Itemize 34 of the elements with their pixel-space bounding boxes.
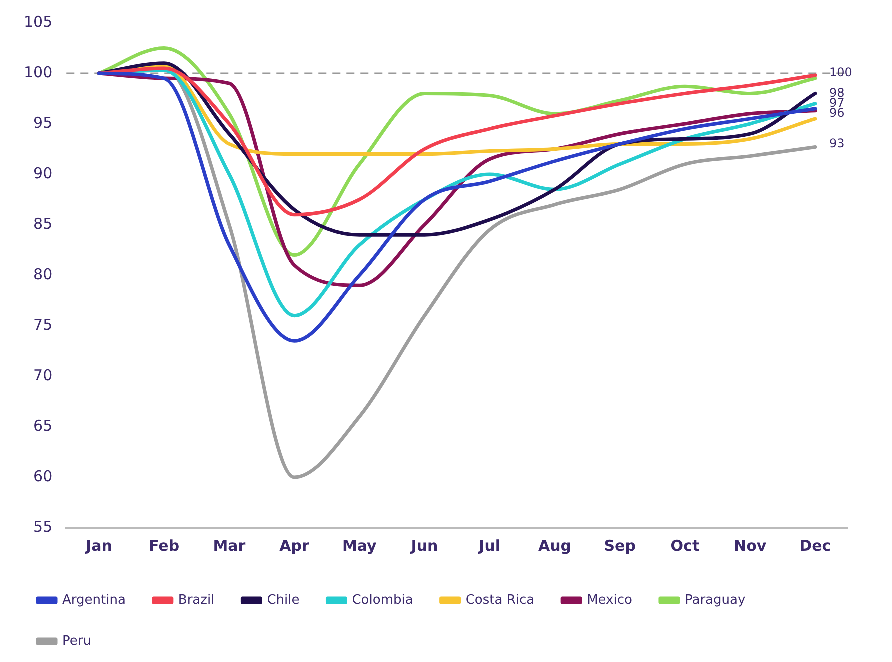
y-tick-label: 85 xyxy=(34,214,53,233)
x-tick-label: Jan xyxy=(84,536,112,555)
legend-label: Costa Rica xyxy=(466,592,535,608)
y-tick-label: 80 xyxy=(34,265,53,284)
x-tick-label: Oct xyxy=(670,536,700,555)
y-tick-label: 60 xyxy=(34,467,53,486)
y-tick-label: 55 xyxy=(34,518,53,536)
x-tick-label: Mar xyxy=(213,536,246,555)
legend-label: Colombia xyxy=(352,592,414,608)
x-tick-label: Jul xyxy=(478,536,501,555)
x-tick-label: Jun xyxy=(410,536,438,555)
annotation: 100 xyxy=(829,66,852,80)
x-tick-label: Feb xyxy=(149,536,180,555)
x-tick-label: Apr xyxy=(280,536,310,555)
legend-label: Mexico xyxy=(587,592,633,608)
y-tick-label: 90 xyxy=(34,164,53,182)
annotation: 96 xyxy=(829,106,845,120)
legend-label: Chile xyxy=(267,592,300,608)
legend-label: Paraguay xyxy=(684,592,746,608)
y-tick-label: 65 xyxy=(34,416,53,435)
y-tick-label: 100 xyxy=(24,63,53,82)
legend-label: Brazil xyxy=(178,592,215,608)
legend-label: Argentina xyxy=(62,592,126,608)
annotation: 93 xyxy=(829,136,845,150)
y-tick-label: 95 xyxy=(34,114,53,132)
x-tick-label: Sep xyxy=(604,536,636,555)
legend-label: Peru xyxy=(62,634,92,649)
x-tick-label: May xyxy=(342,536,378,555)
y-tick-label: 105 xyxy=(24,12,53,31)
x-tick-label: Nov xyxy=(734,536,767,555)
x-tick-label: Aug xyxy=(538,536,572,555)
y-tick-label: 70 xyxy=(34,366,53,384)
y-tick-label: 75 xyxy=(34,316,53,334)
x-tick-label: Dec xyxy=(800,536,832,555)
